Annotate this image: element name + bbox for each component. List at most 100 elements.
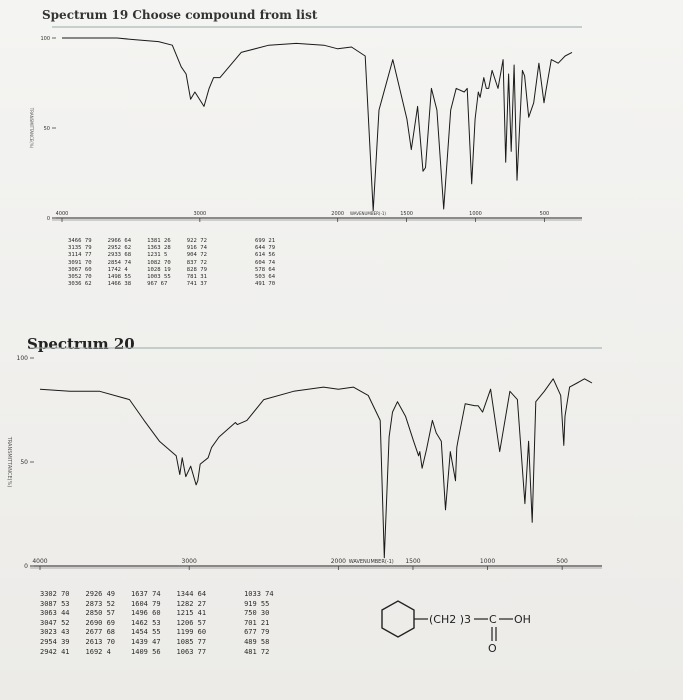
peak-entry: 2966 64 (107, 238, 132, 244)
peak-entry: 750 30 (244, 609, 270, 618)
peak-entry: 3063 44 (40, 609, 70, 618)
peak-entry: 3466 79 (68, 238, 92, 244)
peak-entry: 1231 5 (147, 252, 168, 259)
x-tick-label: 1000 (480, 558, 495, 565)
peak-entry: 3036 62 (68, 281, 92, 288)
peak-entry: 1462 53 (131, 618, 161, 627)
peak-entry: 1604 79 (131, 599, 161, 608)
peak-entry: 491 70 (254, 281, 276, 288)
x-tick-label: 1500 (400, 211, 413, 217)
peak-entry: 2954 39 (40, 637, 70, 646)
peak-entry: 922 72 (186, 238, 207, 244)
peak-entry: 3047 52 (40, 618, 70, 627)
peak-column: 1637 74 1604 79 1496 60 1462 53 1454 55 1439 … (131, 590, 161, 657)
peak-entry: 604 74 (254, 259, 276, 266)
peak-entry: 919 55 (244, 599, 270, 608)
peak-entry: 489 58 (244, 637, 270, 646)
x-axis-label: WAVENUMBER(-1) (349, 559, 394, 565)
peak-entry: 2854 74 (107, 259, 132, 266)
spectrum-line (39, 378, 593, 559)
y-tick-label: 0 (47, 216, 50, 222)
peak-column: 2966 64 2952 62 2933 68 2854 74 1742 4 1498 5… (108, 238, 132, 288)
peak-entry: 1454 55 (131, 628, 161, 637)
y-tick-label: 100 (40, 36, 50, 42)
peak-entry: 2942 41 (40, 647, 70, 656)
peak-entry: 1206 57 (176, 618, 207, 627)
chemical-structure: (CH2 )3 C OH O (381, 600, 531, 655)
x-tick-label: 500 (556, 558, 568, 565)
x-tick-label: 4000 (56, 211, 69, 217)
peak-entry: 1344 64 (176, 590, 207, 598)
spectrum-20-peak-table: 3302 70 3087 53 3063 44 3047 52 3023 43 2954 … (40, 590, 274, 657)
peak-entry: 837 72 (186, 259, 207, 266)
peak-entry: 1363 28 (147, 245, 171, 252)
peak-entry: 3114 77 (68, 252, 92, 259)
peak-entry: 701 21 (244, 618, 270, 627)
peak-column: 3302 70 3087 53 3063 44 3047 52 3023 43 2954 … (40, 590, 70, 657)
peak-entry: 904 72 (186, 252, 207, 259)
peak-entry: 2690 69 (85, 618, 116, 627)
peak-entry: 578 64 (254, 266, 276, 273)
x-tick-label: 4000 (32, 558, 47, 565)
peak-entry: 2952 62 (107, 245, 132, 252)
y-tick-label: 100 (17, 355, 29, 362)
peak-entry: 1282 27 (176, 599, 207, 608)
carbonyl-carbon: C (489, 613, 497, 626)
peak-entry: 1496 60 (131, 609, 161, 618)
peak-entry: 3052 70 (68, 274, 92, 281)
spectrum-line (62, 37, 573, 212)
peak-entry: 2926 49 (85, 590, 116, 598)
peak-column: 699 21 644 79 614 56 604 74 578 64 503 64 491 … (255, 238, 275, 288)
peak-entry: 503 64 (254, 274, 276, 281)
peak-entry: 699 21 (254, 238, 276, 244)
y-tick-label: 0 (24, 563, 28, 570)
x-tick-label: 3000 (193, 211, 206, 217)
peak-entry: 741 37 (186, 281, 207, 288)
peak-entry: 481 72 (244, 647, 270, 656)
peak-entry: 3087 53 (40, 599, 70, 608)
peak-column: 1381 26 1363 28 1231 5 1082 70 1028 19 1003 5… (147, 238, 171, 288)
peak-entry: 1409 56 (131, 647, 161, 656)
peak-entry: 3135 79 (68, 245, 92, 252)
peak-entry: 2850 57 (85, 609, 116, 618)
peak-entry: 1439 47 (131, 637, 161, 646)
peak-entry: 3023 43 (40, 628, 70, 637)
x-axis-label: WAVENUMBER(-1) (350, 211, 386, 216)
peak-entry: 1063 77 (176, 647, 207, 656)
peak-entry: 2677 68 (85, 628, 116, 637)
peak-entry: 1742 4 (107, 266, 128, 273)
y-axis-label: TRANSMITTANCE(%) (29, 107, 34, 149)
peak-column: 1344 64 1282 27 1215 41 1206 57 1199 60 1085 … (177, 590, 207, 657)
peak-entry: 3067 60 (68, 266, 92, 273)
peak-entry: 1082 70 (147, 259, 171, 266)
x-tick-label: 1500 (405, 558, 420, 565)
peak-entry: 1498 55 (107, 274, 132, 281)
peak-entry: 781 31 (186, 274, 207, 281)
hydroxyl: OH (514, 613, 531, 626)
y-tick-label: 50 (20, 459, 28, 466)
peak-entry: 916 74 (186, 245, 207, 252)
peak-entry: 677 79 (244, 628, 270, 637)
peak-entry: 3302 70 (40, 590, 70, 598)
peak-entry: 3091 70 (68, 259, 92, 266)
chain-label: (CH2 )3 (429, 613, 471, 626)
y-tick-label: 50 (44, 126, 50, 132)
peak-entry: 967 67 (147, 281, 168, 288)
peak-entry: 1028 19 (147, 266, 171, 273)
x-tick-label: 1000 (469, 211, 482, 217)
peak-column: 922 72 916 74 904 72 837 72 828 79 781 31 741 … (187, 238, 207, 288)
peak-entry: 2933 68 (107, 252, 132, 259)
y-axis-label: TRANSMITTANCE(%) (6, 436, 12, 488)
peak-entry: 1003 55 (147, 274, 171, 281)
peak-entry: 2613 70 (85, 637, 116, 646)
peak-entry: 614 56 (254, 252, 276, 259)
x-tick-label: 500 (540, 211, 550, 217)
peak-entry: 1466 38 (107, 281, 132, 288)
peak-entry: 1637 74 (131, 590, 161, 598)
x-tick-label: 2000 (331, 558, 346, 565)
peak-entry: 1033 74 (244, 590, 274, 598)
x-tick-label: 2000 (331, 211, 344, 217)
peak-column: 1033 74 919 55 750 30 701 21 677 79 489 58 481… (244, 590, 274, 657)
